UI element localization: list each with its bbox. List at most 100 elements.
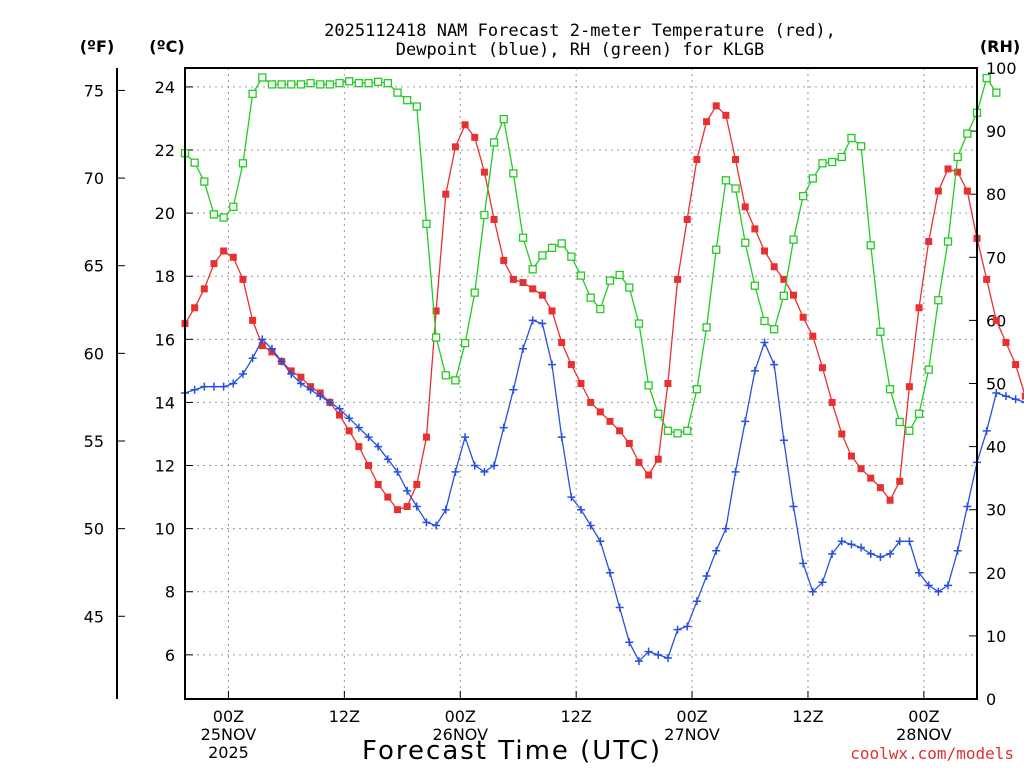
rh-tick-label: 100 — [986, 59, 1017, 78]
temperature-point — [664, 380, 672, 387]
temperature-point — [799, 313, 807, 321]
rh-point — [856, 142, 866, 151]
rh-tick-label: 0 — [986, 690, 996, 709]
x-tick-label: 00Z — [676, 707, 707, 726]
dewpoint-point — [789, 502, 798, 511]
dewpoint-point — [750, 366, 759, 375]
rh-point — [673, 429, 682, 438]
rh-point — [741, 238, 750, 247]
temperature-point — [915, 304, 923, 312]
fahrenheit-tick-label: 75 — [84, 81, 104, 100]
rh-point — [238, 159, 248, 168]
rh-point — [596, 304, 605, 314]
rh-point — [538, 251, 547, 260]
temperature-point — [210, 260, 218, 268]
temperature-point — [191, 304, 199, 312]
rh-point — [905, 426, 914, 435]
temperature-point — [789, 291, 797, 299]
rh-point — [663, 426, 673, 435]
celsius-tick-label: 8 — [165, 583, 175, 602]
rh-point — [460, 338, 470, 348]
temperature-point — [403, 503, 411, 511]
dewpoint-point — [432, 521, 441, 530]
x-tick-label: 00Z — [445, 707, 476, 726]
rh-point — [963, 129, 972, 138]
rh-point — [654, 409, 663, 418]
rh-point — [866, 241, 875, 250]
dewpoint-point — [412, 502, 421, 511]
dewpoint-point — [470, 461, 479, 470]
temperature-point — [461, 121, 469, 129]
x-tick-label: 12Z — [329, 707, 360, 726]
dewpoint-point — [441, 505, 450, 514]
dewpoint-point — [490, 461, 499, 470]
celsius-tick-label: 14 — [155, 393, 175, 412]
temperature-point — [451, 143, 459, 151]
temperature-point — [818, 364, 826, 372]
rh-point — [325, 80, 335, 89]
rh-point — [750, 281, 760, 290]
dewpoint-point — [828, 549, 837, 558]
celsius-tick-label: 16 — [155, 330, 175, 349]
temperature-point — [229, 253, 237, 261]
rh-point — [770, 325, 779, 334]
rh-point — [644, 381, 653, 390]
rh-point — [190, 158, 199, 167]
dewpoint-point — [1001, 392, 1010, 401]
temperature-point — [442, 190, 450, 198]
x-tick-label: 27NOV — [664, 725, 720, 744]
x-tick-label: 00Z — [213, 707, 244, 726]
fahrenheit-axis: 45 50 55 60 65 70 75 — [84, 68, 125, 699]
rh-point — [258, 73, 267, 82]
x-tick-label: 28NOV — [896, 725, 952, 744]
temperature-point — [992, 316, 1000, 324]
rh-point — [847, 133, 856, 143]
dewpoint-point — [818, 578, 827, 587]
dewpoint-point — [557, 433, 566, 442]
dewpoint-point — [605, 568, 614, 577]
temperature-point — [751, 225, 759, 233]
temperature-point — [780, 275, 788, 283]
dewpoint-point — [403, 486, 412, 495]
dewpoint-point — [673, 625, 682, 634]
dewpoint-point — [886, 549, 895, 558]
series-1 — [181, 316, 1024, 666]
rh-point — [683, 426, 692, 435]
dewpoint-point — [915, 568, 924, 577]
dewpoint-point — [519, 344, 528, 353]
temperature-point — [336, 411, 344, 419]
temperature-point — [896, 477, 904, 485]
rh-point — [808, 174, 817, 183]
rh-tick-label: 10 — [986, 627, 1006, 646]
rh-point — [209, 210, 219, 219]
rh-point — [837, 152, 846, 162]
rh-point — [731, 184, 740, 193]
dewpoint-point — [548, 360, 557, 369]
dewpoint-point — [200, 382, 209, 391]
rh-point — [605, 276, 615, 285]
temperature-point — [297, 373, 305, 381]
temperature-point — [693, 155, 701, 163]
temperature-point — [809, 332, 817, 340]
dewpoint-point — [770, 360, 779, 369]
rh-point — [354, 78, 364, 88]
rh-point — [200, 177, 209, 186]
temperature-point — [500, 256, 508, 264]
dewpoint-point — [702, 571, 711, 580]
rh-point — [489, 138, 499, 147]
dewpoint-point — [857, 543, 866, 552]
temperature-point — [413, 480, 421, 488]
rh-point — [277, 80, 286, 89]
temperature-point — [249, 316, 257, 324]
fahrenheit-tick-label: 70 — [84, 169, 104, 188]
dewpoint-point — [760, 338, 769, 347]
temperature-point — [558, 338, 566, 346]
dewpoint-point — [325, 398, 334, 407]
dewpoint-point — [364, 433, 373, 442]
temperature-point — [934, 187, 942, 195]
rh-point — [267, 80, 277, 89]
fahrenheit-tick-label: 45 — [84, 607, 104, 626]
rh-tick-label: 50 — [986, 375, 1006, 394]
temperature-point — [712, 102, 720, 110]
dewpoint-point — [393, 467, 402, 476]
